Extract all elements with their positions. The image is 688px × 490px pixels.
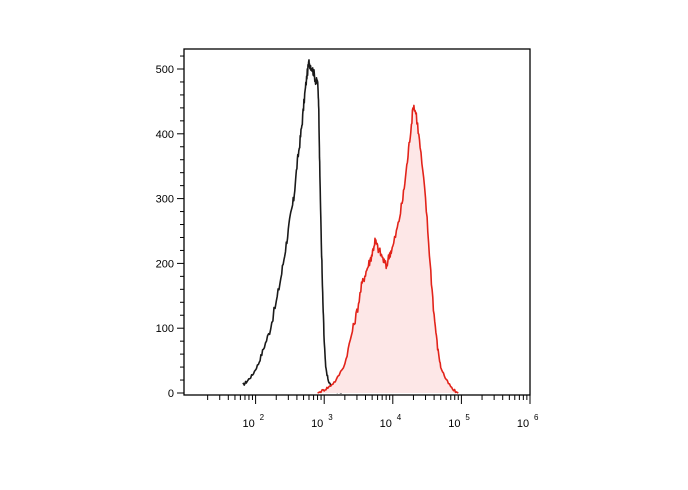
x-tick-exponent: 4 (397, 413, 402, 422)
series-1-line (242, 59, 342, 394)
series-layer (242, 59, 459, 394)
y-tick-label: 200 (156, 258, 174, 270)
y-tick-label: 400 (156, 129, 174, 141)
y-tick-label: 500 (156, 64, 174, 76)
x-tick-label: 10 (448, 418, 460, 430)
x-tick-exponent: 6 (534, 413, 539, 422)
x-tick-label: 10 (311, 418, 323, 430)
x-tick-label: 10 (517, 418, 529, 430)
x-tick-label: 10 (242, 418, 254, 430)
x-tick-exponent: 2 (260, 413, 265, 422)
x-axis: 10 2 10 3 10 4 10 5 10 6 (207, 395, 539, 430)
series-2-line (317, 104, 459, 394)
x-tick-label: 10 (380, 418, 392, 430)
x-tick-exponent: 3 (328, 413, 333, 422)
y-tick-label: 0 (168, 388, 174, 400)
x-tick-exponent: 5 (465, 413, 470, 422)
y-tick-label: 100 (156, 323, 174, 335)
y-axis: 0 100 200 300 400 500 (156, 55, 184, 400)
y-tick-label: 300 (156, 194, 174, 206)
